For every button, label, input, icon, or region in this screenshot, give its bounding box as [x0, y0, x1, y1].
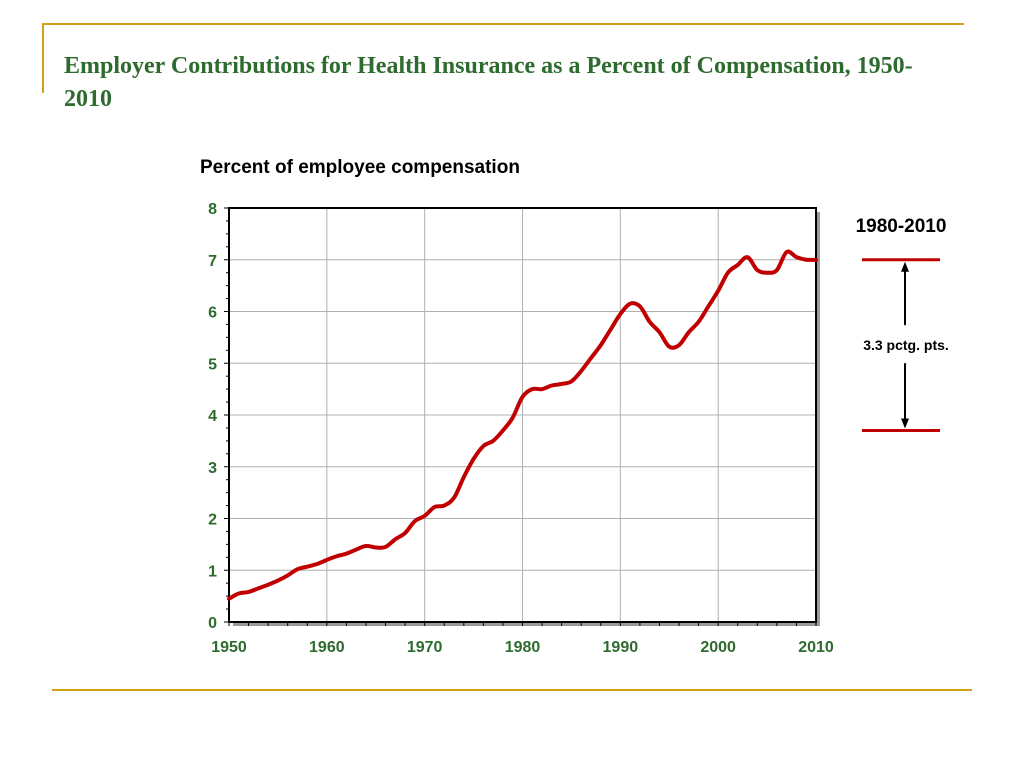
annotation-arrowhead-down — [901, 418, 909, 429]
slide-title: Employer Contributions for Health Insura… — [64, 53, 913, 112]
x-tick-label: 1950 — [211, 639, 247, 656]
x-tick-label: 1980 — [505, 639, 541, 656]
annotation-change-label: 3.3 pctg. pts. — [863, 337, 949, 353]
series-line — [227, 249, 818, 601]
x-tick-label: 1960 — [309, 639, 345, 656]
y-tick-label: 4 — [208, 408, 217, 425]
x-tick-label: 2000 — [700, 639, 736, 656]
annotation-period-label: 1980-2010 — [856, 216, 947, 237]
y-tick-label: 5 — [208, 356, 217, 373]
y-tick-label: 6 — [208, 305, 217, 322]
x-tick-label: 1990 — [603, 639, 639, 656]
y-tick-label: 3 — [208, 460, 217, 477]
y-tick-label: 7 — [208, 253, 217, 270]
annotation-arrowhead-up — [901, 261, 909, 272]
y-tick-label: 8 — [208, 201, 217, 218]
frame-top-rule — [42, 23, 964, 25]
frame-left-rule — [42, 23, 44, 93]
chart-title: Percent of employee compensation — [200, 157, 520, 178]
y-tick-label: 1 — [208, 563, 217, 580]
x-tick-label: 2010 — [798, 639, 834, 656]
y-tick-label: 0 — [208, 615, 217, 632]
x-tick-label: 1970 — [407, 639, 443, 656]
y-tick-label: 2 — [208, 512, 217, 529]
frame-bottom-rule — [52, 689, 972, 691]
